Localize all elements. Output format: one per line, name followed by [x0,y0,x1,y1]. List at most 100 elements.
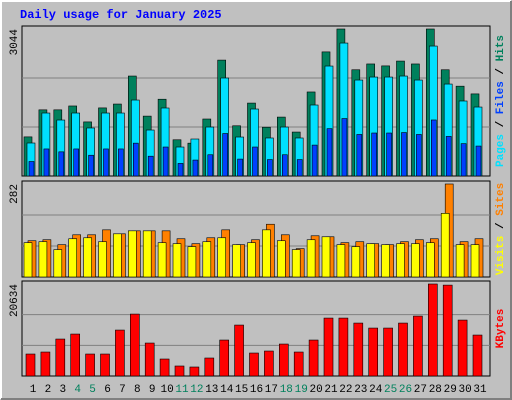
bar [353,322,364,377]
bar [202,241,212,278]
bar [157,242,167,278]
x-tick-label: 1 [30,384,37,396]
bar [267,159,273,177]
x-tick-label: 31 [473,384,487,396]
bar [341,118,348,177]
bar [366,243,376,278]
bar [207,154,214,177]
bar [276,240,286,278]
x-tick-label: 5 [89,384,96,396]
bar [100,353,110,377]
x-tick-label: 11 [175,384,189,396]
bar [25,353,36,377]
x-tick-label: 19 [295,384,308,396]
bar [371,132,378,177]
bar [472,334,483,377]
bar [416,134,422,177]
legend-separator: / [495,216,507,236]
legend: Pages / Files / Hits [495,35,507,167]
bar [401,132,407,177]
bar [311,144,318,177]
bar [475,145,482,177]
x-tick-label: 26 [399,384,412,396]
bar [40,351,51,377]
x-tick-label: 24 [369,384,383,396]
bar [425,242,435,278]
bar [306,239,316,278]
bar [351,246,361,278]
x-tick-label: 2 [45,384,52,396]
y-max-label: 3044 [9,29,21,56]
bar [356,134,363,177]
legend-entry: Visits [495,236,507,276]
bar [144,342,155,377]
bar [83,237,92,278]
bar [445,136,452,177]
bar [142,230,152,278]
bar [442,284,453,377]
legend-entry: Hits [495,35,507,61]
bar [172,243,182,278]
bar [159,358,170,377]
x-tick-label: 12 [190,384,203,396]
bar [204,357,215,377]
x-tick-label: 30 [458,384,471,396]
bar [58,151,65,177]
bar [457,319,468,377]
x-tick-label: 10 [160,384,173,396]
bar [177,163,184,177]
bar [103,148,109,177]
y-max-label: 20634 [9,284,21,317]
bar [189,366,200,377]
bar [85,353,95,377]
bar [398,322,408,377]
x-tick-label: 23 [354,384,367,396]
legend-entry: Sites [495,183,507,216]
bar [368,327,379,377]
x-tick-label: 28 [429,384,442,396]
bar [440,213,450,278]
bar [43,148,50,177]
bar [249,352,259,377]
bar [73,148,79,177]
x-tick-label: 6 [104,384,111,396]
bar [386,132,392,177]
bar [38,241,48,278]
bar [68,238,77,278]
legend: KBytes [495,309,507,349]
bar [381,244,390,278]
bar [222,133,228,177]
x-tick-label: 7 [119,384,126,396]
legend-separator: / [495,114,507,134]
bar [147,155,154,177]
bar [455,244,465,278]
bar [264,350,274,377]
legend: Visits / Sites [495,183,507,275]
bar [247,242,256,278]
bar [323,317,334,377]
bar [293,351,304,377]
x-tick-label: 13 [205,384,218,396]
bar [470,244,480,278]
x-tick-label: 25 [384,384,397,396]
bar [113,233,122,278]
bar [336,244,346,278]
bar [427,283,438,377]
bar [128,230,137,278]
bar [130,313,140,377]
chart-title: Daily usage for January 2025 [20,8,222,22]
x-tick-label: 17 [265,384,278,396]
bar [396,243,405,278]
bar [217,237,226,278]
bar [187,246,197,278]
legend-entry: KBytes [495,309,507,349]
bar [278,343,289,377]
bar [192,159,199,177]
bar [296,159,303,177]
x-tick-label: 27 [414,384,427,396]
bar [174,365,185,377]
bar [162,146,169,177]
